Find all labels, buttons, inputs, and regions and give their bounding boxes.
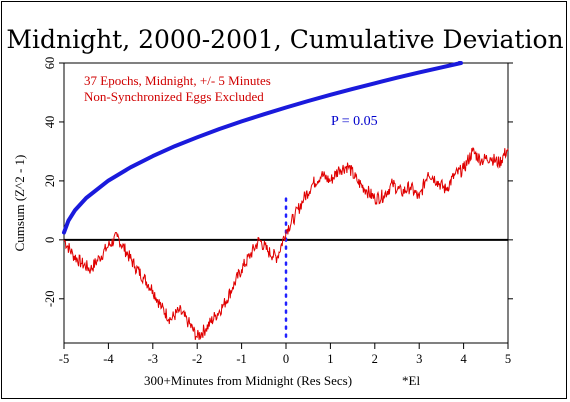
chart-marks <box>62 61 509 341</box>
x-tick-label: -5 <box>59 352 69 366</box>
y-tick-label: 20 <box>43 175 57 188</box>
y-axis-label: Cumsum (Z^2 - 1) <box>12 155 27 252</box>
x-tick-label: 5 <box>505 352 511 366</box>
x-tick-label: 0 <box>283 352 289 366</box>
x-tick-label: -4 <box>103 352 114 366</box>
x-axis-label: 300+Minutes from Midnight (Res Secs) <box>144 373 352 388</box>
x-axis-label-note: *El <box>402 373 420 388</box>
x-tick-label: 2 <box>372 352 378 366</box>
plot-area <box>63 62 509 344</box>
x-tick-label: 4 <box>460 352 467 366</box>
x-tick-label: 1 <box>327 352 333 366</box>
x-tick-label: -2 <box>192 352 202 366</box>
annotation-epochs: 37 Epochs, Midnight, +/- 5 Minutes <box>84 73 271 88</box>
cumsum-deviation-line <box>63 146 509 340</box>
p-value-label: P = 0.05 <box>331 114 378 129</box>
y-tick-label: 60 <box>43 57 57 70</box>
y-tick-label: -20 <box>43 290 57 307</box>
annotation-eggs: Non-Synchronized Eggs Excluded <box>84 89 264 104</box>
x-tick-label: -1 <box>236 352 246 366</box>
x-tick-label: 3 <box>416 352 422 366</box>
y-tick-label: 40 <box>43 116 57 128</box>
chart-title: Midnight, 2000-2001, Cumulative Deviatio… <box>6 25 563 54</box>
axis-ticks: -5 -4 -3 -2 -1 0 1 2 3 4 5 -20 0 20 40 60 <box>43 57 513 366</box>
y-tick-label: 0 <box>43 237 57 243</box>
p-envelope-line <box>62 61 463 235</box>
x-tick-label: -3 <box>148 352 158 366</box>
